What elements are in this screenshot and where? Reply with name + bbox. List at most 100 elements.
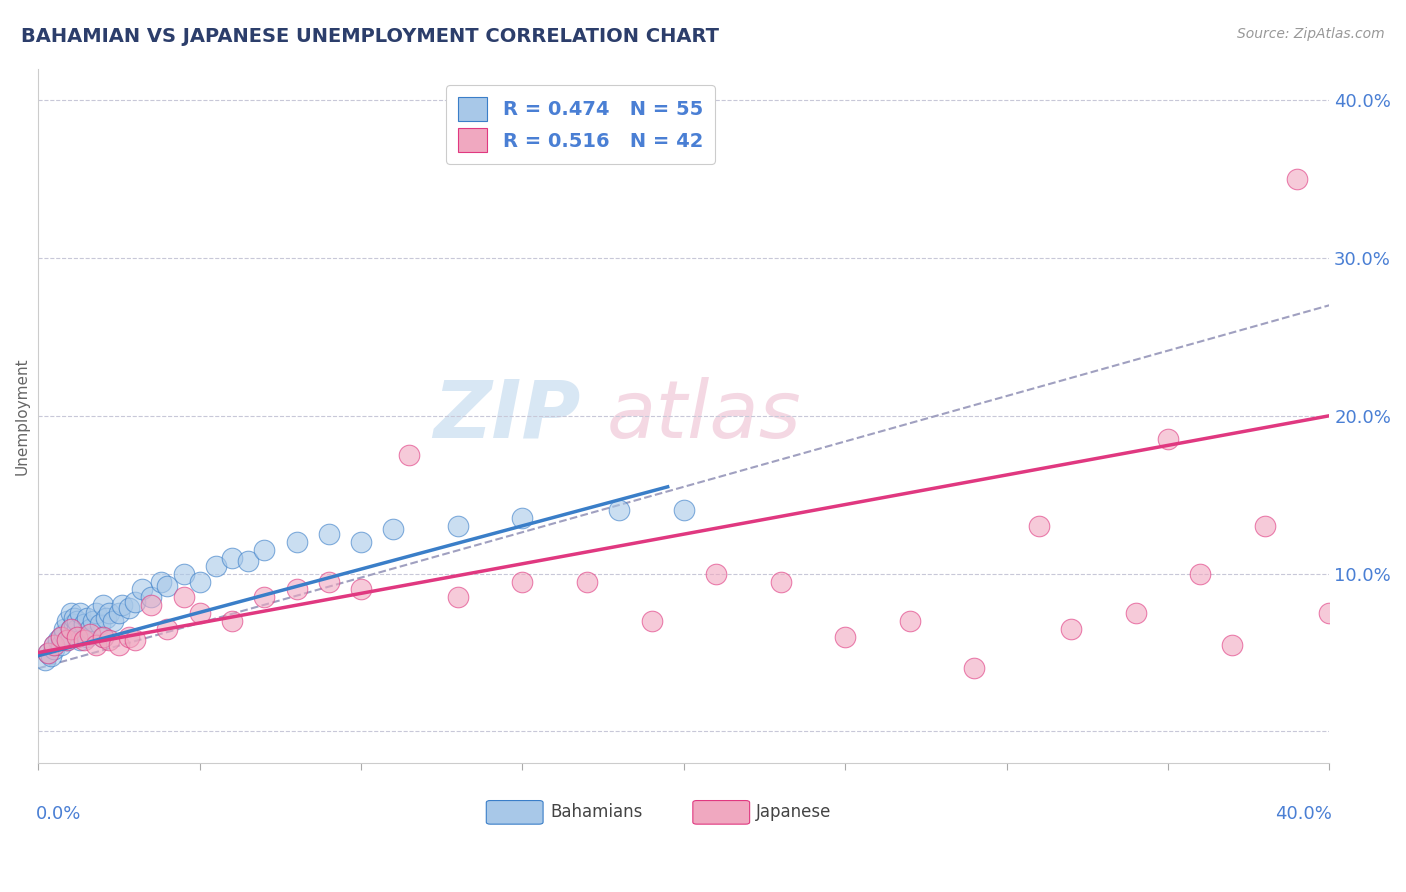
Point xyxy=(66,614,89,628)
Point xyxy=(188,574,211,589)
Point xyxy=(49,638,72,652)
Point xyxy=(221,550,243,565)
Point xyxy=(86,638,108,652)
Point xyxy=(124,632,146,647)
Point xyxy=(1222,638,1244,652)
Point xyxy=(1157,433,1180,447)
Point xyxy=(53,622,76,636)
Point xyxy=(285,582,308,597)
Point xyxy=(512,511,534,525)
Point xyxy=(37,646,59,660)
Text: atlas: atlas xyxy=(606,376,801,455)
Point xyxy=(575,574,598,589)
Point xyxy=(44,638,66,652)
Point xyxy=(1254,519,1277,533)
Point xyxy=(111,598,134,612)
Point xyxy=(188,606,211,620)
Point xyxy=(98,606,121,620)
Point xyxy=(72,632,94,647)
Point xyxy=(141,591,163,605)
Point xyxy=(49,630,72,644)
Point xyxy=(46,632,69,647)
Point xyxy=(34,653,56,667)
Point xyxy=(59,630,82,644)
Point xyxy=(447,519,470,533)
Y-axis label: Unemployment: Unemployment xyxy=(15,357,30,475)
Point xyxy=(640,614,662,628)
Point xyxy=(76,630,98,644)
Point xyxy=(79,626,101,640)
Text: Japanese: Japanese xyxy=(756,804,831,822)
Point xyxy=(66,630,89,644)
Point xyxy=(98,632,121,647)
Point xyxy=(63,611,86,625)
Point xyxy=(91,598,114,612)
Point xyxy=(56,614,79,628)
Point xyxy=(69,632,91,647)
Point xyxy=(79,622,101,636)
Point xyxy=(82,614,104,628)
Point xyxy=(221,614,243,628)
Point xyxy=(49,630,72,644)
Point xyxy=(963,661,986,675)
Point xyxy=(156,579,179,593)
Point xyxy=(1125,606,1147,620)
Point xyxy=(447,591,470,605)
Point xyxy=(86,606,108,620)
Text: Bahamians: Bahamians xyxy=(551,804,643,822)
Point xyxy=(236,554,259,568)
Point xyxy=(156,622,179,636)
Point xyxy=(101,614,124,628)
Text: 0.0%: 0.0% xyxy=(35,805,82,822)
FancyBboxPatch shape xyxy=(693,800,749,824)
Point xyxy=(89,617,111,632)
Point xyxy=(253,591,276,605)
Point xyxy=(350,535,373,549)
Point xyxy=(149,574,172,589)
Point xyxy=(108,638,131,652)
Point xyxy=(173,591,195,605)
Point xyxy=(382,523,405,537)
Point xyxy=(118,630,141,644)
Point xyxy=(44,638,66,652)
Text: 40.0%: 40.0% xyxy=(1275,805,1331,822)
Point xyxy=(59,606,82,620)
Point xyxy=(1317,606,1340,620)
Point xyxy=(769,574,792,589)
Point xyxy=(285,535,308,549)
Point xyxy=(72,617,94,632)
Point xyxy=(59,622,82,636)
Point xyxy=(56,632,79,647)
Point xyxy=(53,626,76,640)
Point xyxy=(318,527,340,541)
Text: Source: ZipAtlas.com: Source: ZipAtlas.com xyxy=(1237,27,1385,41)
Point xyxy=(91,630,114,644)
Point xyxy=(1060,622,1083,636)
Point xyxy=(173,566,195,581)
Point xyxy=(56,632,79,647)
Point xyxy=(63,617,86,632)
Point xyxy=(37,646,59,660)
Point xyxy=(253,543,276,558)
Point xyxy=(39,648,62,663)
Point xyxy=(318,574,340,589)
Point xyxy=(512,574,534,589)
Text: ZIP: ZIP xyxy=(433,376,581,455)
Point xyxy=(69,606,91,620)
Point xyxy=(118,601,141,615)
Point xyxy=(94,611,117,625)
Point xyxy=(66,622,89,636)
Point xyxy=(108,606,131,620)
Point xyxy=(607,503,630,517)
Point xyxy=(350,582,373,597)
Point xyxy=(1189,566,1212,581)
Point xyxy=(205,558,228,573)
Point xyxy=(672,503,695,517)
Point xyxy=(834,630,856,644)
Point xyxy=(898,614,921,628)
Point xyxy=(131,582,153,597)
Legend: R = 0.474   N = 55, R = 0.516   N = 42: R = 0.474 N = 55, R = 0.516 N = 42 xyxy=(446,86,714,164)
Point xyxy=(398,448,420,462)
Point xyxy=(1285,172,1308,186)
Point xyxy=(1028,519,1050,533)
